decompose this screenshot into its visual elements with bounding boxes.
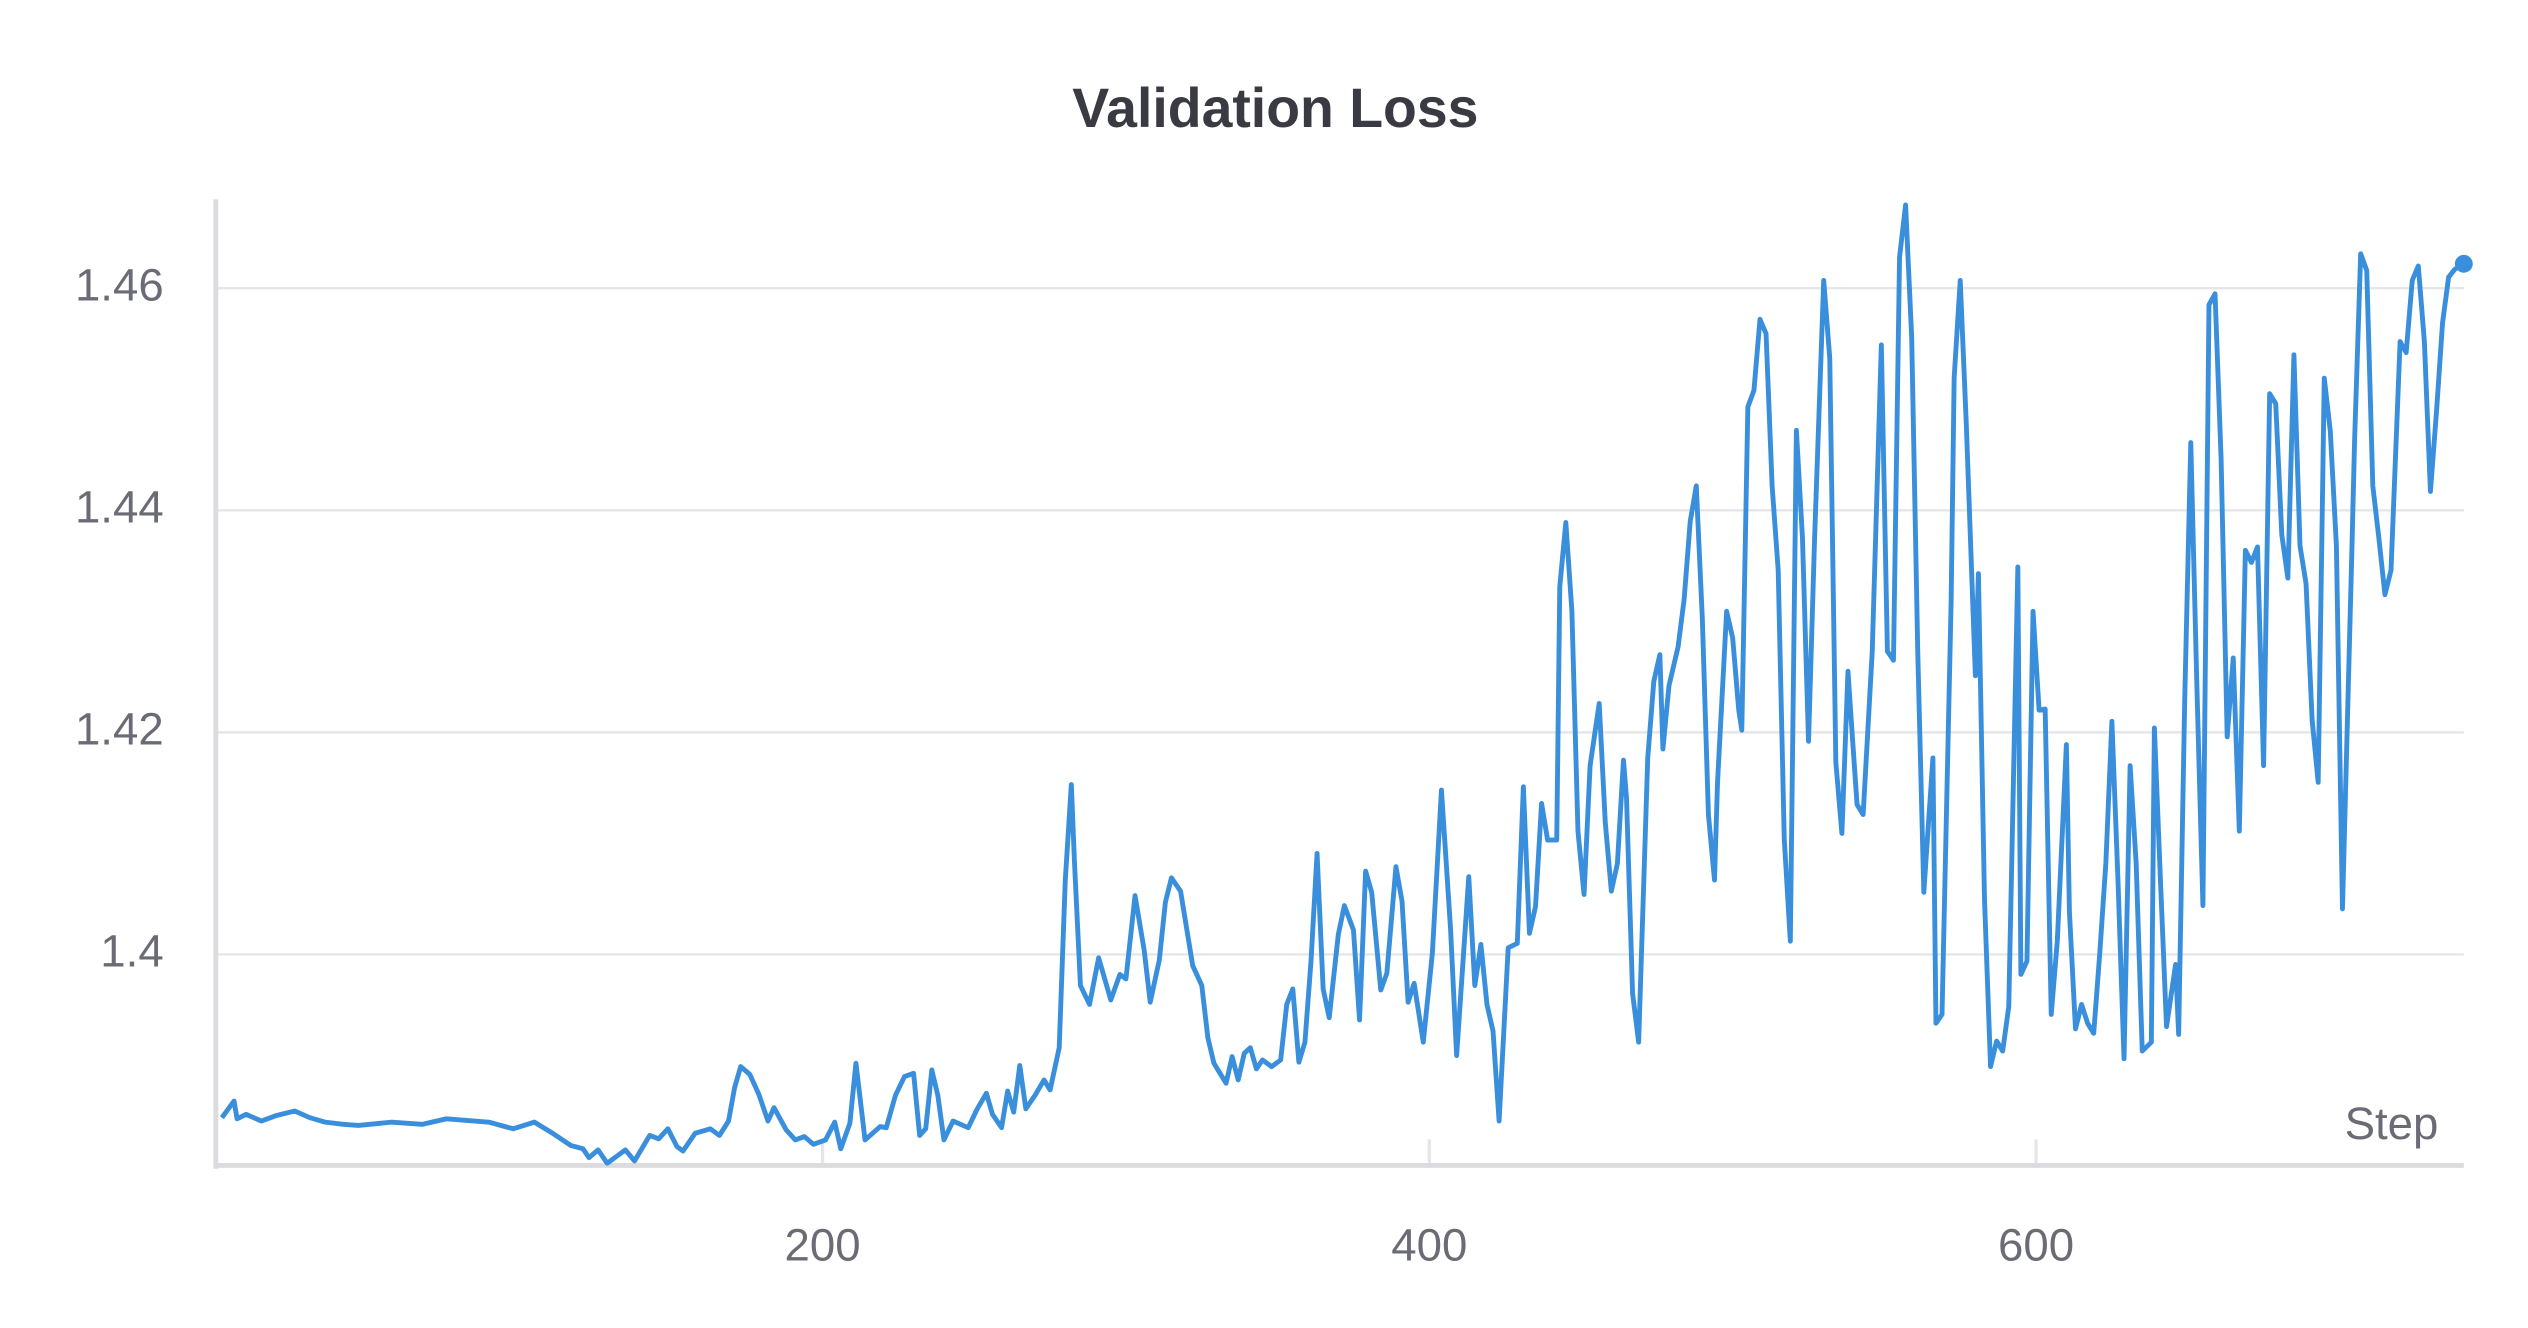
x-tick-label: 600 <box>1998 1220 2074 1271</box>
y-tick-label: 1.46 <box>75 259 164 310</box>
y-tick-label: 1.4 <box>100 926 163 977</box>
series-line <box>219 202 2466 1166</box>
chart-title: Validation Loss <box>1072 77 1478 139</box>
end-point <box>2454 254 2473 273</box>
y-tick-label: 1.44 <box>75 481 164 532</box>
y-tick-label: 1.42 <box>75 703 164 754</box>
x-tick-label: 200 <box>785 1220 861 1271</box>
x-tick-label: 400 <box>1391 1220 1467 1271</box>
axes: 1.4 1.42 1.44 1.46 200 400 600 <box>75 199 2464 1271</box>
x-axis-label: Step <box>2345 1098 2439 1149</box>
